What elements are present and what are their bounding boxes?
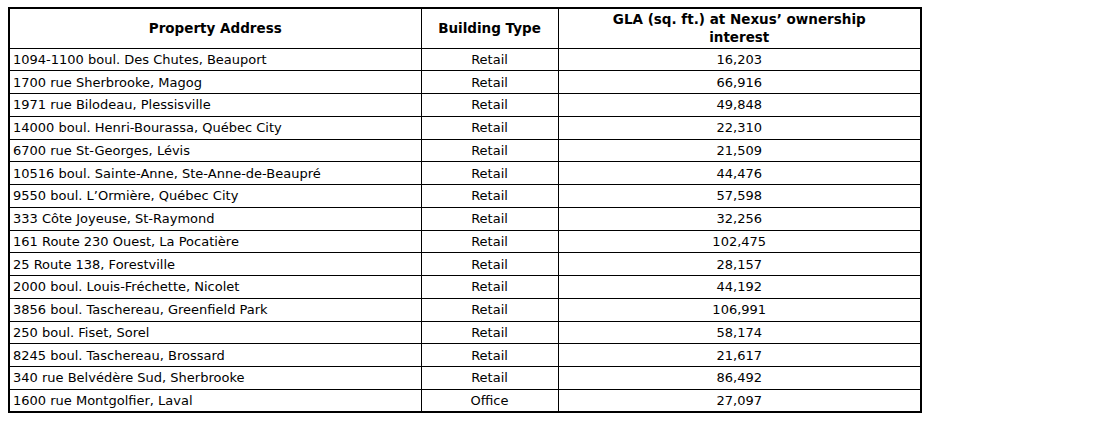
building-type-cell: Retail (421, 344, 558, 367)
table-row: 2000 boul. Louis-Fréchette, NicoletRetai… (9, 276, 921, 299)
table-row: 250 boul. Fiset, SorelRetail58,174 (9, 321, 921, 344)
gla-cell: 66,916 (558, 71, 921, 94)
property-address-cell: 8245 boul. Taschereau, Brossard (9, 344, 421, 367)
table-row: 1971 rue Bilodeau, PlessisvilleRetail49,… (9, 94, 921, 117)
table-row: 1700 rue Sherbrooke, MagogRetail66,916 (9, 71, 921, 94)
table-row: 9550 boul. L’Ormière, Québec CityRetail5… (9, 185, 921, 208)
building-type-cell: Retail (421, 207, 558, 230)
building-type-cell: Retail (421, 139, 558, 162)
gla-cell: 44,476 (558, 162, 921, 185)
building-type-cell: Retail (421, 276, 558, 299)
table-row: 25 Route 138, ForestvilleRetail28,157 (9, 253, 921, 276)
gla-cell: 102,475 (558, 230, 921, 253)
gla-cell: 27,097 (558, 389, 921, 412)
table-row: 14000 boul. Henri-Bourassa, Québec CityR… (9, 116, 921, 139)
gla-cell: 57,598 (558, 185, 921, 208)
col-header-property-address: Property Address (9, 8, 421, 48)
building-type-cell: Retail (421, 321, 558, 344)
gla-cell: 106,991 (558, 298, 921, 321)
property-address-cell: 1094-1100 boul. Des Chutes, Beauport (9, 48, 421, 71)
property-address-cell: 9550 boul. L’Ormière, Québec City (9, 185, 421, 208)
gla-cell: 86,492 (558, 367, 921, 390)
gla-cell: 16,203 (558, 48, 921, 71)
property-address-cell: 2000 boul. Louis-Fréchette, Nicolet (9, 276, 421, 299)
gla-cell: 22,310 (558, 116, 921, 139)
table-row: 10516 boul. Sainte-Anne, Ste-Anne-de-Bea… (9, 162, 921, 185)
property-address-cell: 1700 rue Sherbrooke, Magog (9, 71, 421, 94)
properties-table: Property Address Building Type GLA (sq. … (8, 7, 922, 413)
table-row: 1094-1100 boul. Des Chutes, BeauportReta… (9, 48, 921, 71)
gla-cell: 21,617 (558, 344, 921, 367)
building-type-cell: Retail (421, 253, 558, 276)
building-type-cell: Retail (421, 230, 558, 253)
table-row: 6700 rue St-Georges, LévisRetail21,509 (9, 139, 921, 162)
table-row: 333 Côte Joyeuse, St-RaymondRetail32,256 (9, 207, 921, 230)
table-row: 8245 boul. Taschereau, BrossardRetail21,… (9, 344, 921, 367)
property-address-cell: 3856 boul. Taschereau, Greenfield Park (9, 298, 421, 321)
building-type-cell: Retail (421, 48, 558, 71)
property-address-cell: 1971 rue Bilodeau, Plessisville (9, 94, 421, 117)
property-address-cell: 333 Côte Joyeuse, St-Raymond (9, 207, 421, 230)
gla-cell: 58,174 (558, 321, 921, 344)
col-header-gla-label: GLA (sq. ft.) at Nexus’ ownership intere… (588, 10, 890, 46)
building-type-cell: Retail (421, 185, 558, 208)
table-row: 1600 rue Montgolfier, LavalOffice27,097 (9, 389, 921, 412)
building-type-cell: Retail (421, 71, 558, 94)
gla-cell: 21,509 (558, 139, 921, 162)
property-address-cell: 25 Route 138, Forestville (9, 253, 421, 276)
property-address-cell: 250 boul. Fiset, Sorel (9, 321, 421, 344)
gla-cell: 49,848 (558, 94, 921, 117)
property-address-cell: 161 Route 230 Ouest, La Pocatière (9, 230, 421, 253)
property-address-cell: 1600 rue Montgolfier, Laval (9, 389, 421, 412)
building-type-cell: Retail (421, 298, 558, 321)
property-address-cell: 6700 rue St-Georges, Lévis (9, 139, 421, 162)
header-row: Property Address Building Type GLA (sq. … (9, 8, 921, 48)
building-type-cell: Retail (421, 94, 558, 117)
property-address-cell: 10516 boul. Sainte-Anne, Ste-Anne-de-Bea… (9, 162, 421, 185)
gla-cell: 32,256 (558, 207, 921, 230)
property-address-cell: 14000 boul. Henri-Bourassa, Québec City (9, 116, 421, 139)
table-row: 3856 boul. Taschereau, Greenfield ParkRe… (9, 298, 921, 321)
table-row: 340 rue Belvédère Sud, SherbrookeRetail8… (9, 367, 921, 390)
properties-table-container: Property Address Building Type GLA (sq. … (8, 7, 922, 413)
building-type-cell: Office (421, 389, 558, 412)
gla-cell: 44,192 (558, 276, 921, 299)
property-address-cell: 340 rue Belvédère Sud, Sherbrooke (9, 367, 421, 390)
building-type-cell: Retail (421, 367, 558, 390)
col-header-building-type: Building Type (421, 8, 558, 48)
col-header-gla: GLA (sq. ft.) at Nexus’ ownership intere… (558, 8, 921, 48)
gla-cell: 28,157 (558, 253, 921, 276)
building-type-cell: Retail (421, 116, 558, 139)
table-body: 1094-1100 boul. Des Chutes, BeauportReta… (9, 48, 921, 412)
building-type-cell: Retail (421, 162, 558, 185)
table-row: 161 Route 230 Ouest, La PocatièreRetail1… (9, 230, 921, 253)
